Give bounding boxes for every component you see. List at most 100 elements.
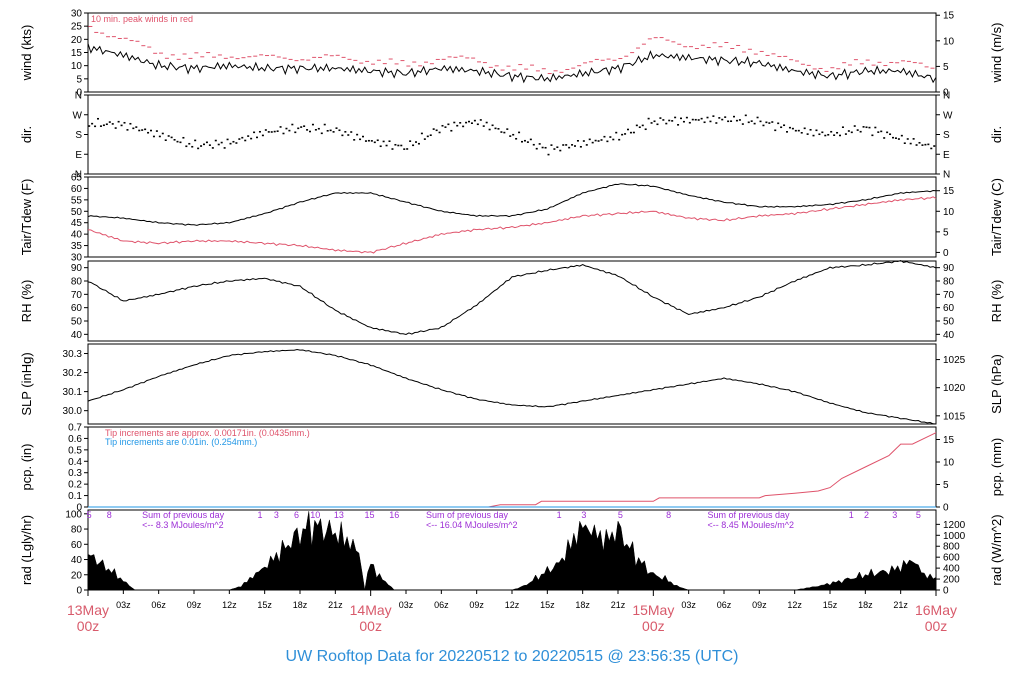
rad-day-note-value: <-- 8.45 MJoules/m^2	[707, 520, 794, 530]
left-tick-label-temp: 40	[71, 230, 83, 241]
left-tick-label-rh: 80	[71, 277, 83, 288]
left-tick-label-rh: 60	[71, 303, 83, 314]
left-tick-label-temp: 45	[71, 218, 83, 229]
time-tick-label: 18z	[293, 600, 308, 610]
time-tick-label: 21z	[328, 600, 343, 610]
day-tick-label: 14May	[350, 602, 392, 618]
pcp-annotation-1: Tip increments are approx. 0.00171in. (0…	[105, 428, 310, 438]
time-tick-label: 12z	[222, 600, 237, 610]
time-tick-label: 06z	[151, 600, 166, 610]
pcp-annotation-2: Tip increments are 0.01in. (0.254mm.)	[105, 437, 257, 447]
time-tick-label: 06z	[434, 600, 449, 610]
panel-frame-dir	[87, 94, 937, 175]
left-tick-label-rh: 50	[71, 317, 83, 328]
day-tick-label: 15May	[632, 602, 674, 618]
right-tick-label-wind: 0	[943, 88, 949, 99]
ylabel-right-pcp: pcp. (mm)	[989, 438, 1004, 497]
time-tick-label: 09z	[469, 600, 484, 610]
rad-day-note-title: Sum of previous day	[707, 510, 790, 520]
left-tick-label-dir: N	[75, 170, 82, 181]
right-tick-label-dir: E	[943, 150, 950, 161]
left-tick-label-pcp: 0.4	[68, 457, 82, 468]
right-tick-label-slp: 1015	[943, 411, 966, 422]
rad-day-note-value: <-- 8.3 MJoules/m^2	[142, 520, 224, 530]
day-tick-zulu: 00z	[359, 618, 382, 634]
left-tick-label-slp: 30.1	[63, 387, 83, 398]
day-tick-zulu: 00z	[642, 618, 665, 634]
right-tick-label-wind: 5	[943, 62, 949, 73]
rad-top-mark: 5	[916, 510, 921, 520]
right-tick-label-rad: 400	[943, 564, 960, 575]
right-tick-label-slp: 1020	[943, 383, 966, 394]
rad-top-mark: 1	[257, 510, 262, 520]
right-tick-label-temp: 0	[943, 248, 949, 259]
left-tick-label-rad: 0	[76, 586, 82, 597]
left-tick-label-wind: 20	[71, 35, 83, 46]
time-tick-label: 18z	[858, 600, 873, 610]
rh-line	[87, 259, 937, 336]
right-tick-label-temp: 15	[943, 186, 955, 197]
left-tick-label-rad: 60	[71, 540, 83, 551]
rad-top-mark: 5	[87, 510, 92, 520]
left-tick-label-temp: 30	[71, 253, 83, 264]
ylabel-right-rh: RH (%)	[989, 280, 1004, 323]
ylabel-right-rad: rad (W/m^2)	[989, 514, 1004, 585]
left-tick-label-rh: 90	[71, 263, 83, 274]
left-tick-label-dir: E	[75, 150, 82, 161]
time-tick-label: 12z	[787, 600, 802, 610]
right-tick-label-rad: 800	[943, 542, 960, 553]
ylabel-left-dir: dir.	[19, 126, 34, 143]
left-tick-label-temp: 60	[71, 184, 83, 195]
right-tick-label-pcp: 0	[943, 503, 949, 514]
rad-top-mark: 1	[849, 510, 854, 520]
time-tick-label: 18z	[575, 600, 590, 610]
left-tick-label-wind: 0	[76, 88, 82, 99]
wind-annotation: 10 min. peak winds in red	[91, 14, 193, 24]
day-tick-label: 13May	[67, 602, 109, 618]
left-tick-label-temp: 55	[71, 195, 83, 206]
rad-day-note-title: Sum of previous day	[142, 510, 225, 520]
left-tick-label-rad: 80	[71, 525, 83, 536]
left-tick-label-temp: 50	[71, 207, 83, 218]
page-title: UW Rooftop Data for 20220512 to 20220515…	[285, 648, 739, 665]
left-tick-label-wind: 5	[76, 74, 82, 85]
panel-frame-slp	[87, 343, 937, 425]
left-tick-label-rh: 40	[71, 330, 83, 341]
right-tick-label-rh: 50	[943, 317, 955, 328]
rad-top-mark: 3	[274, 510, 279, 520]
left-tick-label-pcp: 0.1	[68, 491, 82, 502]
time-tick-label: 09z	[752, 600, 767, 610]
left-tick-label-temp: 65	[71, 173, 83, 184]
left-tick-label-pcp: 0	[76, 503, 82, 514]
left-tick-label-rad: 40	[71, 555, 83, 566]
rad-area	[87, 511, 937, 591]
right-tick-label-rh: 40	[943, 330, 955, 341]
rad-top-mark: 10	[310, 510, 320, 520]
time-tick-label: 03z	[399, 600, 414, 610]
right-tick-label-wind: 15	[943, 11, 955, 22]
ylabel-left-rh: RH (%)	[19, 280, 34, 323]
slp-line	[87, 348, 937, 425]
right-tick-label-rh: 70	[943, 290, 955, 301]
left-tick-label-rad: 100	[65, 509, 82, 520]
wind-mean-line	[87, 43, 937, 84]
rad-top-mark: 6	[294, 510, 299, 520]
time-tick-label: 21z	[611, 600, 626, 610]
left-tick-label-wind: 10	[71, 61, 83, 72]
right-tick-label-rad: 200	[943, 575, 960, 586]
rad-top-mark: 3	[581, 510, 586, 520]
right-tick-label-wind: 10	[943, 36, 955, 47]
ylabel-right-dir: dir.	[989, 126, 1004, 143]
time-tick-label: 21z	[893, 600, 908, 610]
ylabel-right-wind: wind (m/s)	[989, 23, 1004, 84]
right-tick-label-rad: 600	[943, 553, 960, 564]
time-tick-label: 15z	[257, 600, 272, 610]
right-tick-label-dir: W	[943, 110, 953, 121]
rad-top-mark: 5	[618, 510, 623, 520]
left-tick-label-dir: W	[73, 110, 83, 121]
left-tick-label-wind: 15	[71, 48, 83, 59]
rad-day-note-title: Sum of previous day	[426, 510, 509, 520]
right-tick-label-pcp: 5	[943, 480, 949, 491]
pcp-line-pcp-red	[88, 432, 937, 508]
